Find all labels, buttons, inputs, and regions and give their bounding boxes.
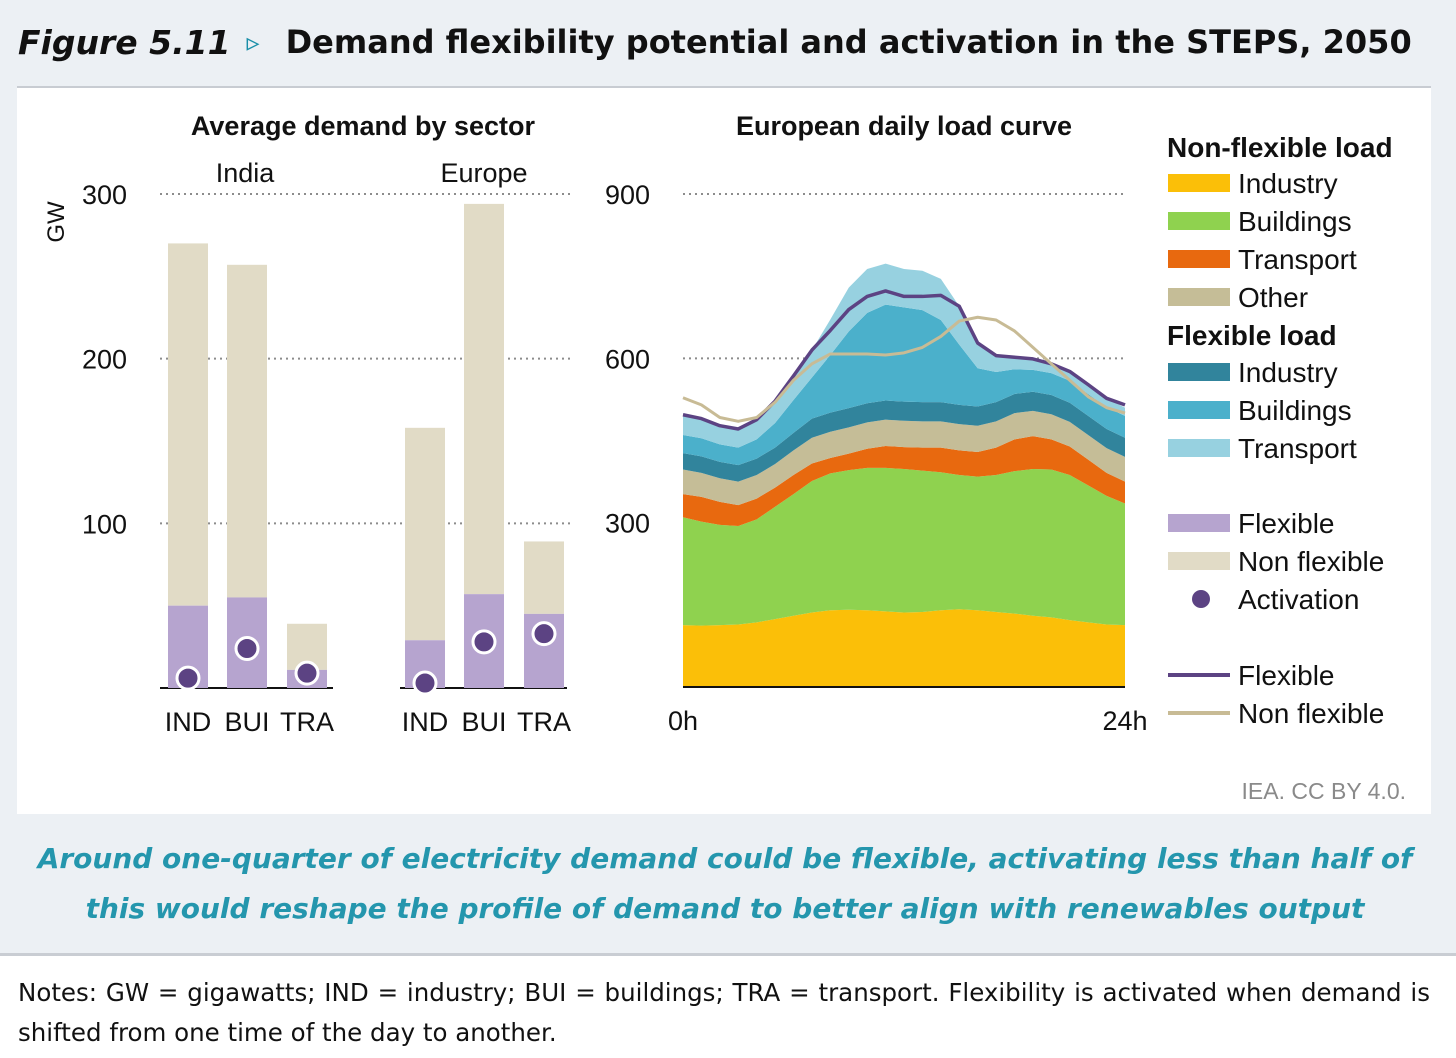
area-nonflex-industry: [683, 609, 1125, 687]
y-tick-label-600: 600: [605, 344, 650, 374]
activation-marker-europe-ind: [412, 670, 438, 696]
legend-swatch-nonflex-buildings: [1168, 212, 1230, 230]
legend-label-nonflex-buildings: Buildings: [1238, 206, 1352, 237]
legend-flex-items: Industry Buildings Transport: [1168, 357, 1357, 464]
bar-nonflexible-europe-tra: [524, 541, 564, 614]
legend-label-bar-flexible: Flexible: [1238, 508, 1334, 539]
area-chart-lines: [682, 289, 1126, 431]
legend-nonflex-items: Industry Buildings Transport Other: [1168, 168, 1357, 313]
y-tick-label-100: 100: [82, 509, 127, 539]
legend-heading-flex: Flexible load: [1167, 320, 1337, 351]
area-nonflex-buildings: [683, 467, 1125, 626]
charts-canvas: Average demand by sector India Europe GW…: [43, 111, 1406, 804]
legend-label-bar-non-flexible: Non flexible: [1238, 546, 1384, 577]
panel-top-border: [17, 86, 1431, 88]
area-chart-load-curve: European daily load curve 300 600 900 0h 2…: [605, 111, 1148, 736]
figure-notes: Notes: GW = gigawatts; IND = industry; B…: [18, 978, 1430, 1047]
activation-marker-india-bui: [234, 635, 260, 661]
bar-chart-x-labels: IND BUI TRA IND BUI TRA: [165, 707, 571, 737]
area-chart-areas: [683, 263, 1125, 688]
legend-label-nonflex-industry: Industry: [1238, 168, 1338, 199]
legend-swatch-nonflex-other: [1168, 288, 1230, 306]
legend-label-nonflex-other: Other: [1238, 282, 1308, 313]
legend-heading-nonflex: Non-flexible load: [1167, 132, 1393, 163]
legend-label-flex-industry: Industry: [1238, 357, 1338, 388]
y-tick-label-300: 300: [82, 180, 127, 210]
area-nonflex-transport: [683, 436, 1125, 526]
bar-nonflexible-india-ind: [168, 243, 208, 606]
bar-chart-gridlines: [160, 193, 570, 689]
legend-swatch-flex-buildings: [1168, 401, 1230, 419]
x-tick-label-india-bui: BUI: [224, 707, 269, 737]
activation-marker-europe-tra: [531, 621, 557, 647]
bar-nonflexible-europe-ind: [405, 427, 445, 641]
y-tick-label-200: 200: [82, 345, 127, 375]
activation-marker-europe-bui: [471, 629, 497, 655]
bar-nonflexible-india-bui: [227, 264, 267, 598]
y-tick-label-300: 300: [605, 509, 650, 539]
y-axis-label: GW: [43, 201, 70, 243]
legend: Non-flexible load Industry Buildings Trans…: [1167, 132, 1393, 729]
figure-title: Demand flexibility potential and activat…: [285, 23, 1412, 61]
group-label-europe: Europe: [440, 158, 527, 188]
legend-swatch-flex-transport: [1168, 439, 1230, 457]
credit: IEA. CC BY 4.0.: [1242, 778, 1406, 804]
x-tick-label-india-ind: IND: [165, 707, 212, 737]
figure-label: Figure 5.11: [18, 22, 231, 62]
area-flex-transport: [683, 263, 1125, 448]
legend-line-label-non-flexible: Non flexible: [1238, 698, 1384, 729]
bar-nonflexible-europe-bui: [464, 203, 504, 595]
bar-chart-demand-by-sector: Average demand by sector India Europe GW…: [43, 111, 571, 737]
x-tick-label-europe-bui: BUI: [461, 707, 506, 737]
legend-line-items: Flexible Non flexible: [1168, 660, 1384, 729]
legend-label-flex-buildings: Buildings: [1238, 395, 1352, 426]
x-tick-label-india-tra: TRA: [280, 707, 334, 737]
legend-activation-marker: [1192, 590, 1210, 608]
x-tick-label-europe-tra: TRA: [517, 707, 571, 737]
bar-chart-bars: [168, 203, 564, 696]
x-tick-24h: 24h: [1102, 706, 1147, 736]
activation-marker-india-tra: [294, 660, 320, 686]
area-chart-y-ticks: 300 600 900: [605, 180, 650, 539]
bar-chart-y-ticks: 100 200 300: [82, 180, 127, 539]
area-chart-gridlines: [683, 193, 1125, 360]
area-flex-industry: [683, 391, 1125, 482]
legend-swatch-nonflex-transport: [1168, 250, 1230, 268]
legend-line-label-flexible: Flexible: [1238, 660, 1334, 691]
play-arrow-icon: ▹: [246, 26, 260, 57]
bar-chart-title: Average demand by sector: [191, 111, 536, 141]
figure-caption: Around one-quarter of electricity demand…: [37, 842, 1413, 925]
legend-label-flex-transport: Transport: [1238, 433, 1357, 464]
group-label-india: India: [216, 158, 276, 188]
figure-title-row: Figure 5.11 ▹ Demand flexibility potenti…: [18, 14, 1412, 70]
area-flex-buildings: [683, 304, 1125, 466]
legend-bar-items: Flexible Non flexible: [1168, 508, 1384, 577]
legend-swatch-bar-non-flexible: [1168, 552, 1230, 570]
legend-swatch-flex-industry: [1168, 363, 1230, 381]
y-tick-label-900: 900: [605, 180, 650, 210]
line-non-flexible: [682, 315, 1126, 423]
legend-swatch-bar-flexible: [1168, 514, 1230, 532]
activation-marker-india-ind: [175, 665, 201, 691]
area-chart-title: European daily load curve: [736, 111, 1072, 141]
legend-swatch-nonflex-industry: [1168, 174, 1230, 192]
legend-activation-label: Activation: [1238, 584, 1359, 615]
caption-divider: [0, 953, 1456, 956]
x-tick-label-europe-ind: IND: [402, 707, 449, 737]
legend-label-nonflex-transport: Transport: [1238, 244, 1357, 275]
area-nonflex-other: [683, 410, 1125, 506]
x-tick-0h: 0h: [668, 706, 698, 736]
